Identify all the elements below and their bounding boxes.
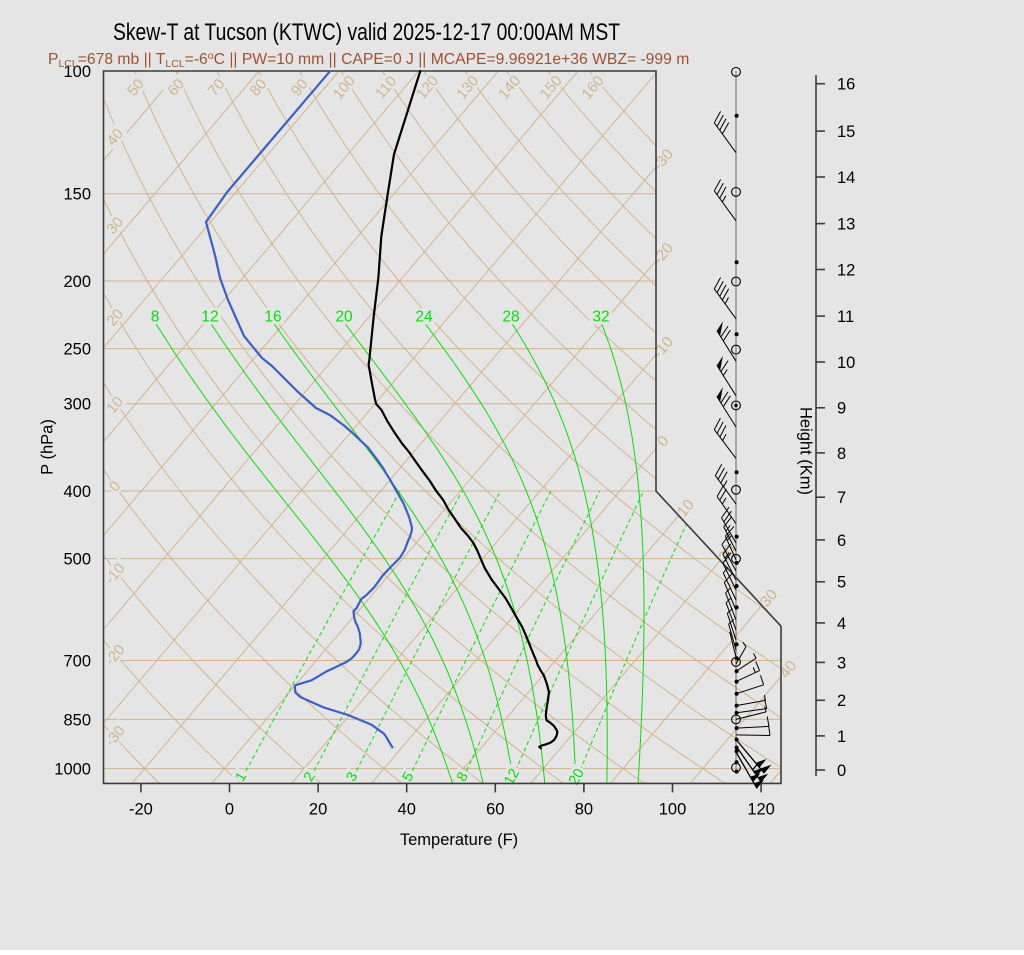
svg-text:8: 8 bbox=[837, 445, 846, 463]
svg-text:400: 400 bbox=[63, 483, 91, 501]
svg-text:6: 6 bbox=[837, 532, 846, 550]
svg-text:1000: 1000 bbox=[54, 761, 91, 779]
svg-text:12: 12 bbox=[201, 309, 218, 326]
svg-text:14: 14 bbox=[837, 169, 855, 187]
svg-text:200: 200 bbox=[63, 273, 91, 291]
svg-text:P (hPa): P (hPa) bbox=[39, 419, 57, 475]
svg-text:1: 1 bbox=[837, 728, 846, 746]
svg-text:Height (Km): Height (Km) bbox=[797, 407, 815, 495]
svg-text:Skew-T at Tucson (KTWC) valid: Skew-T at Tucson (KTWC) valid 2025-12-17… bbox=[113, 19, 620, 46]
svg-text:700: 700 bbox=[63, 652, 91, 670]
svg-text:5: 5 bbox=[837, 574, 846, 592]
svg-text:-20: -20 bbox=[129, 800, 153, 818]
svg-text:3: 3 bbox=[837, 654, 846, 672]
svg-text:7: 7 bbox=[837, 489, 846, 507]
svg-text:9: 9 bbox=[837, 400, 846, 418]
svg-text:60: 60 bbox=[486, 800, 504, 818]
svg-text:20: 20 bbox=[309, 800, 327, 818]
svg-text:10: 10 bbox=[837, 354, 855, 372]
svg-text:28: 28 bbox=[502, 309, 519, 326]
svg-text:500: 500 bbox=[63, 551, 91, 569]
svg-text:Temperature (F): Temperature (F) bbox=[400, 831, 518, 849]
svg-text:0: 0 bbox=[837, 762, 846, 780]
svg-text:850: 850 bbox=[63, 711, 91, 729]
svg-text:32: 32 bbox=[592, 309, 609, 326]
svg-text:300: 300 bbox=[63, 396, 91, 414]
svg-text:PLCL=678 mb || TLCL=-6oC || PW: PLCL=678 mb || TLCL=-6oC || PW=10 mm || … bbox=[48, 50, 689, 70]
svg-text:15: 15 bbox=[837, 123, 855, 141]
svg-text:100: 100 bbox=[659, 800, 687, 818]
svg-text:80: 80 bbox=[575, 800, 593, 818]
svg-text:24: 24 bbox=[415, 309, 433, 326]
svg-text:8: 8 bbox=[151, 309, 160, 326]
svg-text:4: 4 bbox=[837, 615, 846, 633]
svg-text:16: 16 bbox=[837, 76, 855, 94]
svg-text:250: 250 bbox=[63, 341, 91, 359]
svg-text:16: 16 bbox=[264, 309, 281, 326]
svg-text:2: 2 bbox=[837, 692, 846, 710]
svg-text:150: 150 bbox=[63, 186, 91, 204]
svg-text:11: 11 bbox=[837, 308, 854, 326]
svg-text:20: 20 bbox=[335, 309, 353, 326]
svg-text:12: 12 bbox=[837, 261, 855, 279]
svg-text:120: 120 bbox=[747, 800, 775, 818]
svg-text:40: 40 bbox=[398, 800, 416, 818]
svg-text:13: 13 bbox=[837, 216, 855, 234]
svg-text:0: 0 bbox=[225, 800, 234, 818]
